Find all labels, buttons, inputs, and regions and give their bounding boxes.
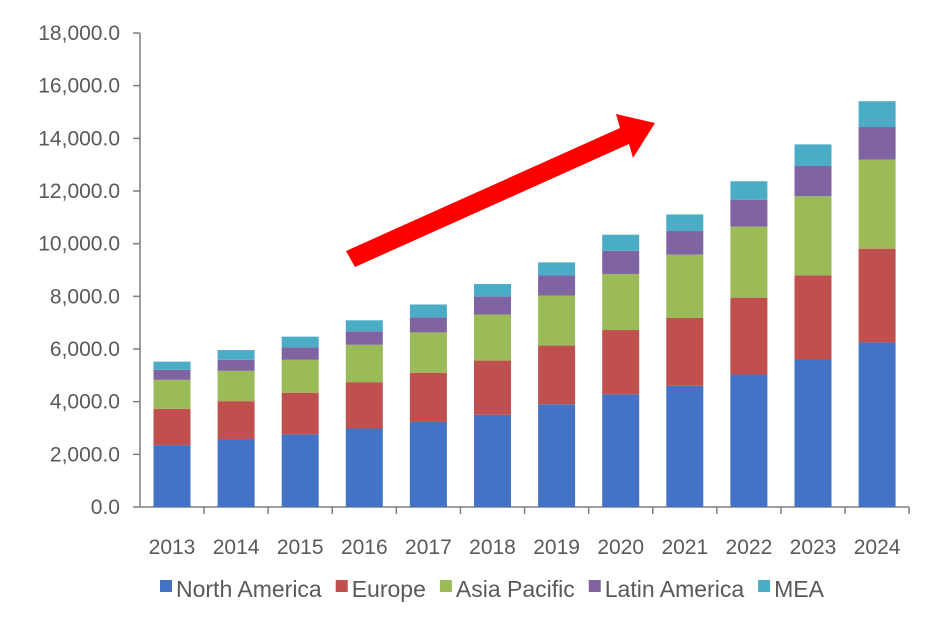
y-tick-label: 14,000.0 <box>38 127 120 150</box>
x-tick-label: 2014 <box>213 536 260 559</box>
y-tick-label: 10,000.0 <box>38 233 120 256</box>
bar-segment-europe <box>409 372 447 422</box>
bar-segment-asia-pacific <box>474 314 511 361</box>
y-tick-label: 6,000.0 <box>50 338 120 361</box>
bar-segment-latin-america <box>153 369 191 380</box>
legend-label: North America <box>176 576 322 602</box>
bar-segment-europe <box>602 330 640 395</box>
bar-segment-mea <box>217 350 255 360</box>
legend-label: MEA <box>774 576 825 602</box>
bar-segment-mea <box>794 144 832 166</box>
bar-segment-latin-america <box>794 165 832 197</box>
bar-segment-latin-america <box>602 250 640 274</box>
x-tick-label: 2016 <box>341 536 388 559</box>
legend-label: Latin America <box>605 576 745 602</box>
bar-segment-mea <box>474 283 511 297</box>
legend-swatch <box>335 580 348 592</box>
legend-swatch <box>439 580 452 592</box>
bar-segment-mea <box>345 320 383 332</box>
bar-segment-mea <box>538 262 576 276</box>
bar-segment-mea <box>666 214 704 232</box>
bar-segment-north-america <box>474 414 511 507</box>
bar-segment-latin-america <box>730 199 768 227</box>
bar-segment-north-america <box>602 394 640 507</box>
bar-segment-north-america <box>409 421 447 507</box>
bar-segment-mea <box>602 234 640 251</box>
bar-segment-europe <box>345 382 383 429</box>
y-tick-label: 2,000.0 <box>50 443 120 466</box>
bar-segment-asia-pacific <box>538 295 576 346</box>
y-tick-label: 16,000.0 <box>38 75 120 98</box>
bar-segment-asia-pacific <box>217 370 255 402</box>
x-tick-label: 2013 <box>149 536 196 559</box>
bar-segment-europe <box>858 248 896 343</box>
bar-segment-asia-pacific <box>281 359 319 393</box>
bar-segment-north-america <box>666 385 704 507</box>
bar-segment-asia-pacific <box>794 196 832 276</box>
bar-segment-mea <box>153 361 191 370</box>
x-tick-label: 2015 <box>277 536 324 559</box>
trend-arrow <box>346 114 655 267</box>
legend: North America Europe Asia Pacific Latin Ame… <box>160 576 825 602</box>
stacked-bars <box>153 101 896 507</box>
trend-arrow-shape <box>346 114 655 267</box>
x-tick-label: 2017 <box>405 536 452 559</box>
bar-segment-north-america <box>153 445 191 507</box>
y-tick-label: 18,000.0 <box>38 22 120 45</box>
bar-segment-north-america <box>345 428 383 507</box>
bar-segment-asia-pacific <box>153 379 191 409</box>
bar-segment-asia-pacific <box>409 332 447 373</box>
bar-segment-europe <box>217 401 255 440</box>
y-tick-label: 4,000.0 <box>50 391 120 414</box>
x-tick-label: 2024 <box>854 536 901 559</box>
bar-segment-north-america <box>730 374 768 507</box>
bar-segment-asia-pacific <box>858 159 896 249</box>
legend-label: Asia Pacific <box>456 576 575 602</box>
x-tick-label: 2018 <box>469 536 516 559</box>
bar-segment-north-america <box>217 439 255 507</box>
bar-segment-latin-america <box>409 317 447 333</box>
bar-segment-europe <box>153 408 191 446</box>
legend-swatch <box>588 580 601 592</box>
bar-segment-europe <box>474 360 511 415</box>
bar-segment-mea <box>409 304 447 318</box>
x-tick-label: 2023 <box>790 536 837 559</box>
bar-segment-latin-america <box>217 359 255 371</box>
y-tick-label: 0.0 <box>91 496 120 519</box>
bar-segment-latin-america <box>281 347 319 360</box>
bar-segment-europe <box>730 297 768 375</box>
bar-segment-asia-pacific <box>666 254 704 318</box>
x-tick-label: 2022 <box>726 536 773 559</box>
bar-segment-north-america <box>538 404 576 507</box>
bar-segment-europe <box>538 345 576 405</box>
bar-segment-north-america <box>858 342 896 507</box>
bar-segment-latin-america <box>474 296 511 315</box>
y-tick-label: 12,000.0 <box>38 180 120 203</box>
legend-swatch <box>160 580 172 592</box>
legend-label: Europe <box>352 576 426 602</box>
x-tick-label: 2020 <box>597 536 644 559</box>
bar-segment-mea <box>858 101 896 128</box>
bar-segment-mea <box>730 181 768 200</box>
bar-segment-latin-america <box>345 331 383 345</box>
x-tick-label: 2021 <box>661 536 708 559</box>
legend-swatch <box>758 580 771 592</box>
bar-segment-europe <box>666 317 704 386</box>
bar-segment-north-america <box>281 434 319 507</box>
bar-segment-asia-pacific <box>345 344 383 383</box>
bar-segment-north-america <box>794 359 832 507</box>
y-axis: 0.0 2,000.0 4,000.0 6,000.0 8,000.0 10,000.0 1… <box>38 22 141 519</box>
bar-segment-latin-america <box>666 231 704 255</box>
bar-segment-latin-america <box>858 127 896 160</box>
bar-segment-mea <box>281 336 319 348</box>
x-tick-label: 2019 <box>533 536 580 559</box>
bar-segment-asia-pacific <box>730 226 768 298</box>
bar-segment-europe <box>794 275 832 360</box>
bar-segment-latin-america <box>538 275 576 296</box>
bar-segment-europe <box>281 392 319 435</box>
bar-segment-asia-pacific <box>602 273 640 331</box>
y-tick-label: 8,000.0 <box>50 285 120 308</box>
x-axis: 2013 2014 2015 2016 2017 2018 2019 2020 2021 2022… <box>140 506 910 559</box>
